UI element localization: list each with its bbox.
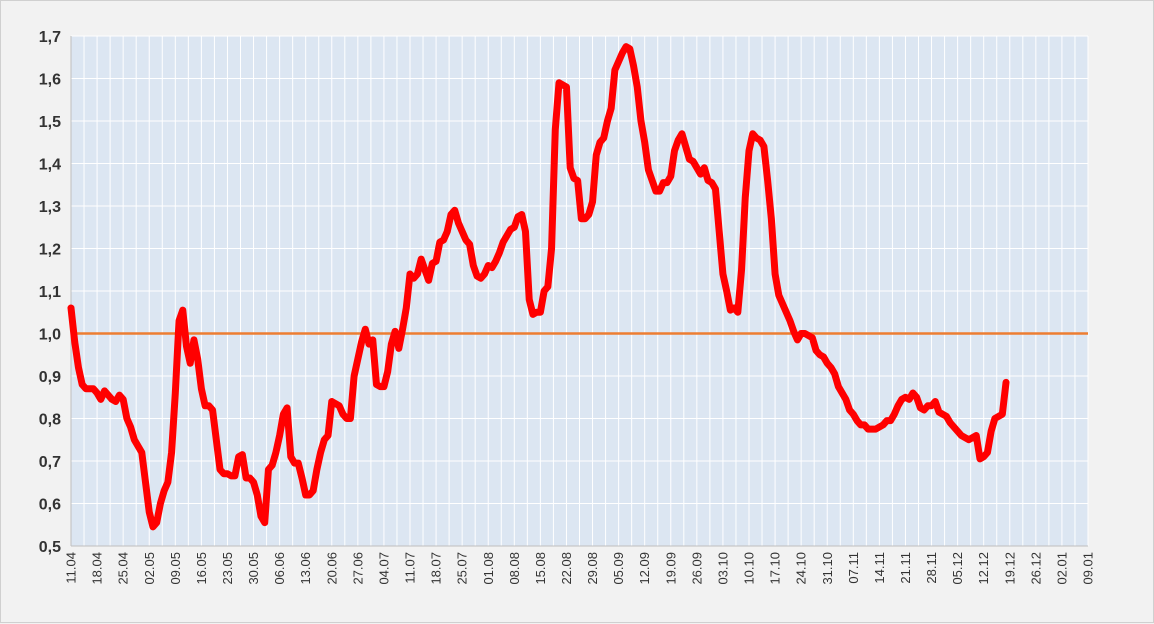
y-tick-label: 1,5 [39, 114, 61, 131]
x-tick-label: 26.12 [1028, 552, 1043, 585]
x-tick-label: 21.11 [898, 552, 913, 584]
x-tick-label: 05.09 [611, 552, 626, 585]
x-tick-label: 04.07 [376, 552, 391, 585]
y-tick-label: 1,4 [39, 157, 61, 174]
x-tick-label: 10.10 [742, 552, 757, 585]
y-tick-label: 0,8 [39, 412, 61, 429]
x-tick-label: 12.09 [637, 552, 652, 585]
x-tick-label: 23.05 [220, 552, 235, 585]
series-line [67, 43, 1010, 531]
x-tick-label: 22.08 [559, 552, 574, 585]
x-tick-label: 03.10 [715, 552, 730, 585]
x-tick-label: 19.12 [1002, 552, 1017, 585]
y-tick-label: 1,1 [39, 284, 61, 301]
y-tick-label: 1,0 [39, 327, 61, 344]
x-tick-label: 08.08 [507, 552, 522, 585]
x-tick-label: 25.07 [455, 552, 470, 585]
x-tick-label: 30.05 [246, 552, 261, 585]
x-tick-label: 07.11 [846, 552, 861, 584]
y-tick-label: 1,2 [39, 242, 61, 259]
y-tick-label: 1,3 [39, 199, 61, 216]
x-tick-label: 27.06 [350, 552, 365, 585]
x-tick-label: 28.11 [924, 552, 939, 584]
x-tick-label: 24.10 [794, 552, 809, 585]
x-tick-label: 11.04 [64, 552, 79, 584]
y-tick-label: 1,6 [39, 72, 61, 89]
x-tick-label: 17.10 [768, 552, 783, 585]
x-tick-label: 14.11 [872, 552, 887, 584]
x-tick-label: 02.01 [1054, 552, 1069, 585]
x-tick-label: 18.07 [429, 552, 444, 585]
y-tick-label: 0,5 [39, 539, 61, 556]
x-tick-label: 31.10 [820, 552, 835, 585]
y-tick-label: 1,7 [39, 29, 61, 46]
y-tick-label: 0,9 [39, 369, 61, 386]
x-tick-label: 02.05 [142, 552, 157, 585]
y-tick-label: 0,6 [39, 497, 61, 514]
x-tick-label: 01.08 [481, 552, 496, 585]
x-tick-label: 15.08 [533, 552, 548, 585]
x-tick-label: 09.05 [168, 552, 183, 585]
x-tick-label: 29.08 [585, 552, 600, 585]
x-tick-label: 20.06 [324, 552, 339, 585]
x-tick-label: 19.09 [663, 552, 678, 585]
x-tick-label: 06.06 [272, 552, 287, 585]
x-tick-label: 18.04 [90, 552, 105, 585]
x-tick-label: 25.04 [116, 552, 131, 585]
x-tick-label: 12.12 [976, 552, 991, 585]
x-tick-label: 05.12 [950, 552, 965, 585]
x-tick-label: 13.06 [298, 552, 313, 585]
x-tick-label: 26.09 [689, 552, 704, 585]
x-tick-label: 16.05 [194, 552, 209, 585]
x-tick-label: 09.01 [1081, 552, 1096, 585]
y-tick-label: 0,7 [39, 454, 61, 471]
x-tick-label: 11.07 [403, 552, 418, 584]
